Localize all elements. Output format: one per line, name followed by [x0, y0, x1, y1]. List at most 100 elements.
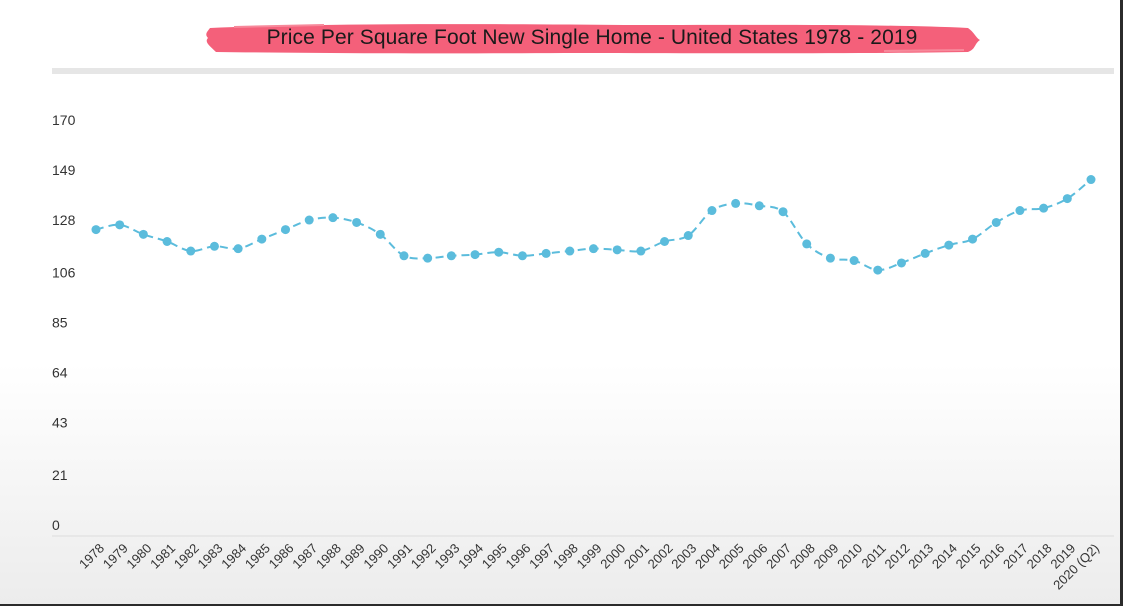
x-tick-label: 2013 — [905, 541, 936, 572]
x-tick-label: 2005 — [716, 541, 747, 572]
data-point — [707, 206, 717, 216]
title-highlight-stroke — [206, 24, 980, 54]
data-point — [565, 246, 575, 256]
series-line — [95, 178, 1092, 272]
y-tick-label: 149 — [52, 162, 76, 178]
data-point — [589, 244, 598, 254]
data-point — [541, 248, 551, 258]
x-tick-label: 1991 — [384, 541, 415, 572]
x-tick-label: 1996 — [502, 541, 533, 572]
y-tick-label: 0 — [52, 517, 60, 533]
x-tick-label: 2014 — [929, 541, 960, 572]
x-tick-label: 1999 — [574, 541, 605, 572]
x-tick-label: 1990 — [360, 541, 391, 572]
data-point — [517, 251, 527, 261]
data-point — [1086, 175, 1096, 185]
x-tick-label: 1997 — [526, 541, 557, 572]
y-tick-label: 106 — [52, 264, 76, 280]
y-tick-label: 21 — [52, 467, 68, 483]
data-point — [281, 225, 291, 235]
data-point — [328, 213, 338, 223]
data-point — [1062, 194, 1072, 204]
x-tick-label: 2001 — [621, 541, 652, 572]
data-point — [115, 220, 125, 230]
chart-title: Price Per Square Foot New Single Home - … — [266, 26, 918, 49]
x-tick-label: 1983 — [195, 541, 226, 572]
x-tick-label: 1981 — [147, 541, 178, 572]
x-tick-label: 2016 — [976, 541, 1007, 572]
data-point — [470, 250, 480, 260]
data-point — [1015, 206, 1025, 216]
chart-title-banner: Price Per Square Foot New Single Home - … — [204, 20, 980, 56]
data-point — [446, 251, 456, 261]
x-tick-label: 1998 — [550, 541, 581, 572]
x-tick-label: 1993 — [431, 541, 462, 572]
x-tick-label: 1979 — [100, 541, 131, 572]
frame-edge-right — [1120, 0, 1123, 606]
x-tick-label: 2008 — [787, 541, 818, 572]
x-tick-label: 1980 — [123, 541, 154, 572]
data-point — [778, 207, 788, 217]
x-tick-label: 1992 — [408, 541, 439, 572]
x-tick-label: 1982 — [171, 541, 202, 572]
data-point — [494, 247, 504, 257]
data-point — [612, 245, 622, 255]
data-point — [399, 251, 409, 261]
data-point — [920, 248, 930, 258]
x-tick-label: 1978 — [76, 541, 107, 572]
data-point — [896, 258, 906, 268]
data-point — [991, 217, 1001, 227]
x-tick-label: 2018 — [1024, 541, 1055, 572]
x-tick-label: 2015 — [953, 541, 984, 572]
data-point — [375, 229, 385, 239]
data-point — [636, 246, 646, 256]
x-tick-label: 1994 — [455, 541, 486, 572]
data-point — [825, 253, 835, 263]
x-tick-label: 2006 — [739, 541, 770, 572]
data-point — [138, 229, 148, 239]
y-tick-label: 64 — [52, 365, 68, 381]
data-point — [683, 231, 693, 241]
data-point — [802, 239, 812, 249]
series-points — [91, 175, 1096, 275]
data-point — [209, 241, 219, 251]
data-point — [660, 237, 670, 246]
x-tick-label: 2011 — [859, 541, 889, 571]
y-axis-ticks: 0 21 43 64 85 106 128 149 170 — [52, 112, 76, 533]
x-axis-ticks: 1978197919801981198219831984198519861987… — [76, 541, 1102, 593]
data-point — [968, 234, 978, 244]
x-tick-label: 2017 — [1000, 541, 1031, 572]
x-tick-label: 2003 — [668, 541, 699, 572]
x-tick-label: 1995 — [479, 541, 510, 572]
data-point — [352, 217, 362, 227]
data-point — [754, 201, 764, 211]
data-point — [162, 237, 172, 246]
data-point — [186, 246, 196, 256]
y-tick-label: 43 — [52, 415, 68, 431]
data-point — [1039, 203, 1049, 213]
x-tick-label: 1984 — [218, 541, 249, 572]
data-point — [257, 234, 267, 244]
x-tick-label: 2009 — [810, 541, 841, 572]
x-tick-label: 2012 — [882, 541, 913, 572]
x-tick-label: 1988 — [313, 541, 344, 572]
y-tick-label: 128 — [52, 212, 76, 228]
data-point — [233, 244, 243, 254]
y-tick-label: 85 — [52, 315, 68, 331]
data-point — [423, 253, 433, 263]
x-tick-label: 1985 — [242, 541, 273, 572]
x-tick-label: 1986 — [266, 541, 297, 572]
title-separator — [52, 68, 1114, 74]
data-point — [91, 225, 101, 235]
x-tick-label: 2007 — [763, 541, 794, 572]
data-point — [304, 215, 314, 225]
x-tick-label: 2004 — [692, 541, 723, 572]
frame-edge-bottom — [0, 604, 1123, 606]
x-tick-label: 2000 — [597, 541, 628, 572]
data-point — [849, 256, 859, 266]
x-tick-label: 1989 — [337, 541, 368, 572]
y-tick-label: 170 — [52, 112, 76, 128]
x-tick-label: 2002 — [645, 541, 676, 572]
x-tick-label: 1987 — [289, 541, 320, 572]
